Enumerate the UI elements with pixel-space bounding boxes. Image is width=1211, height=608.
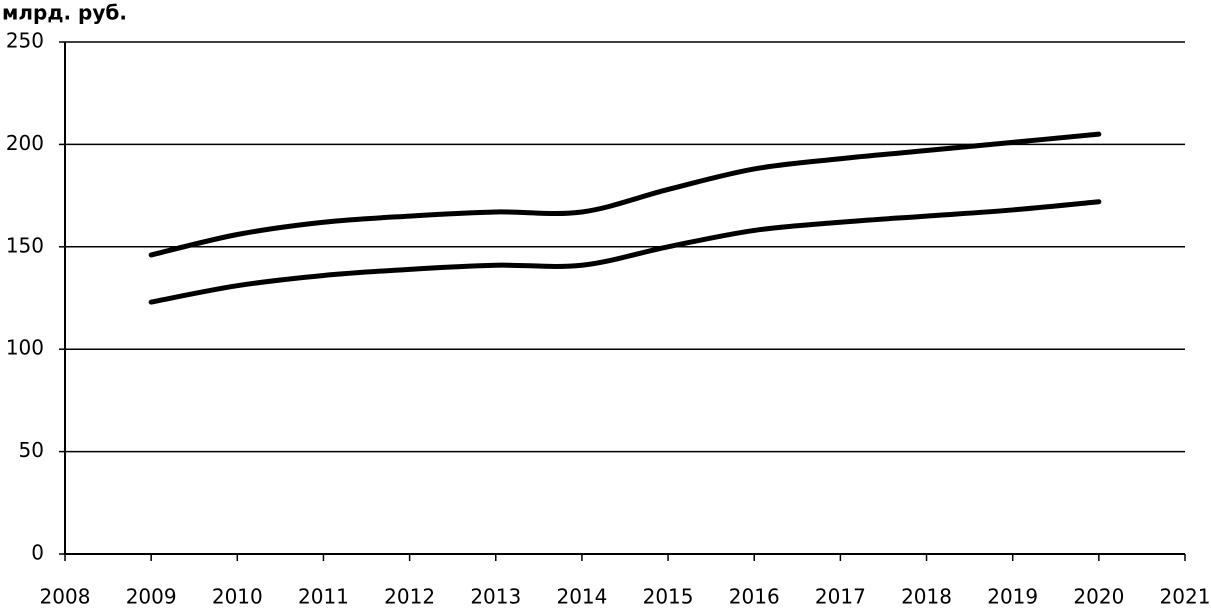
x-tick-label: 2019 xyxy=(987,585,1038,608)
x-tick-label: 2014 xyxy=(556,585,607,608)
x-tick-label: 2021 xyxy=(1160,585,1211,608)
x-tick-label: 2017 xyxy=(815,585,866,608)
x-tick-label: 2008 xyxy=(40,585,91,608)
y-tick-label: 200 xyxy=(6,131,44,155)
y-tick-label: 250 xyxy=(6,29,44,53)
x-tick-label: 2015 xyxy=(643,585,694,608)
x-tick-label: 2012 xyxy=(384,585,435,608)
line-series xyxy=(148,131,1102,258)
x-tick-label: 2016 xyxy=(729,585,780,608)
x-tick-label: 2013 xyxy=(470,585,521,608)
y-tick-label: 50 xyxy=(19,438,44,462)
x-tick-label: 2018 xyxy=(901,585,952,608)
y-axis-label: млрд. руб. xyxy=(2,1,127,25)
x-tick-label: 2010 xyxy=(212,585,263,608)
x-tick-label: 2009 xyxy=(126,585,177,608)
y-tick-label: 100 xyxy=(6,336,44,360)
line-series xyxy=(148,199,1102,305)
x-tick-label: 2020 xyxy=(1073,585,1124,608)
x-tick-label: 2011 xyxy=(298,585,349,608)
y-tick-label: 0 xyxy=(31,541,44,565)
y-tick-label: 150 xyxy=(6,233,44,257)
